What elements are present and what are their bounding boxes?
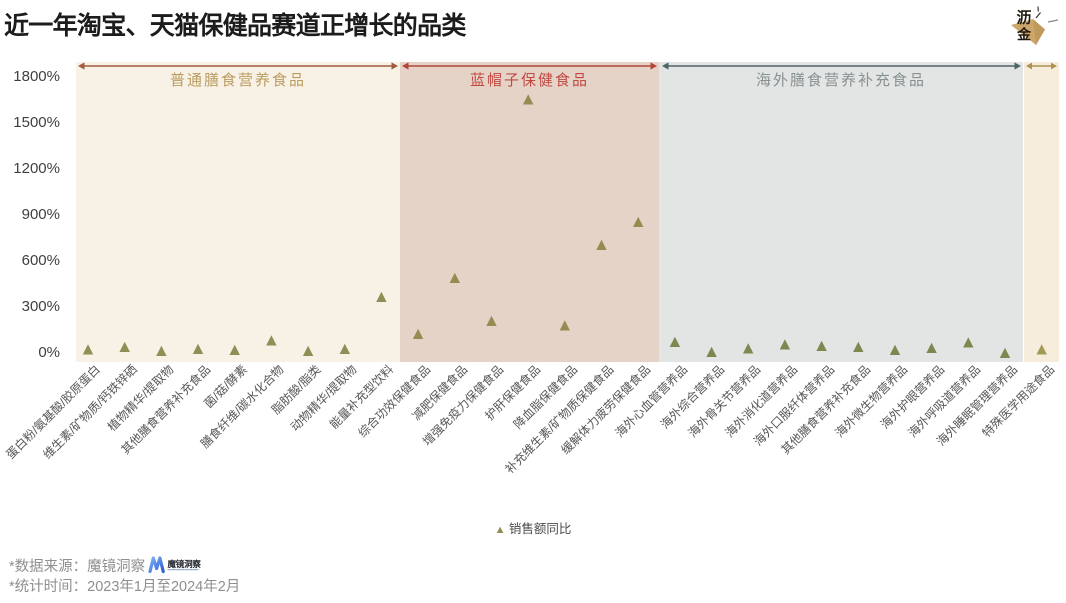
svg-text:金: 金 [1016,27,1032,43]
svg-text:沥: 沥 [1017,10,1032,27]
svg-text:魔镜洞察: 魔镜洞察 [167,559,202,569]
